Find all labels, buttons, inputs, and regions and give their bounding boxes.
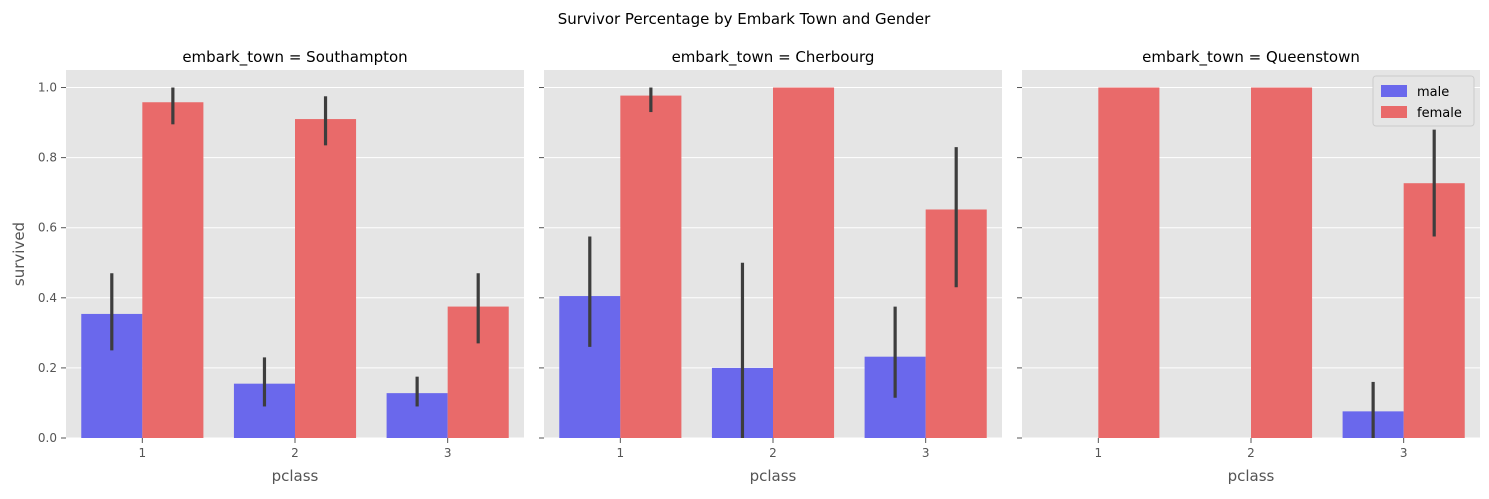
x-tick-label: 1 (617, 446, 625, 460)
y-tick-label: 1.0 (38, 81, 57, 95)
x-tick-label: 2 (1247, 446, 1255, 460)
y-tick-label: 0.6 (38, 221, 57, 235)
y-tick-label: 0.0 (38, 431, 57, 445)
bar-female-pclass-1 (142, 102, 204, 439)
y-tick-label: 0.4 (38, 291, 57, 305)
x-tick-label: 3 (922, 446, 930, 460)
panel-3: 1 2 3 embark_town = Queenstown pclass male fem… (1017, 48, 1480, 485)
x-tick-label: 3 (1400, 446, 1408, 460)
x-tick-label: 2 (769, 446, 777, 460)
panel-2: 1 2 3 embark_town = Cherbourg pclass (539, 48, 1002, 485)
panel-title: embark_town = Cherbourg (672, 48, 875, 67)
legend-label-male: male (1417, 85, 1449, 100)
legend-swatch-female (1381, 106, 1407, 118)
panel-1: 0.0 0.2 0.4 0.6 0.8 1.0 1 2 3 embark_town = South… (10, 48, 524, 485)
bar-female-pclass-1 (1098, 87, 1160, 439)
bar-female-pclass-2 (295, 119, 357, 439)
x-tick-label: 1 (1095, 446, 1103, 460)
legend-label-female: female (1417, 106, 1462, 121)
x-axis-label: pclass (1228, 467, 1275, 485)
x-axis-label: pclass (272, 467, 319, 485)
x-tick-label: 2 (291, 446, 299, 460)
y-tick-label: 0.2 (38, 361, 57, 375)
y-axis-label: survived (10, 222, 28, 286)
x-axis-label: pclass (750, 467, 797, 485)
legend-swatch-male (1381, 85, 1407, 97)
x-tick-label: 3 (444, 446, 452, 460)
bar-female-pclass-2 (773, 87, 835, 439)
legend: male female (1372, 75, 1475, 127)
y-tick-label: 0.8 (38, 151, 57, 165)
bar-female-pclass-1 (620, 95, 682, 438)
figure-title: Survivor Percentage by Embark Town and G… (558, 10, 931, 28)
bar-female-pclass-2 (1251, 87, 1313, 439)
x-tick-label: 1 (139, 446, 147, 460)
panel-title: embark_town = Queenstown (1142, 48, 1360, 67)
panel-title: embark_town = Southampton (182, 48, 407, 67)
